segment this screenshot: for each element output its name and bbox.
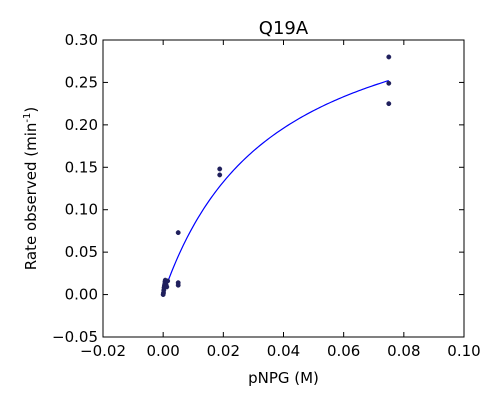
x-tick-label: 0.00 xyxy=(146,342,179,360)
data-point xyxy=(386,80,392,86)
plot-frame xyxy=(102,39,465,338)
fit-layer xyxy=(164,79,389,291)
y-tick-label: 0.20 xyxy=(65,116,98,134)
y-tick-label: 0.15 xyxy=(65,158,98,176)
x-tick-label: 0.02 xyxy=(207,342,240,360)
data-point xyxy=(217,166,223,172)
tick-labels-layer: −0.02 0.00 0.02 0.04 0.06 0.08 0.10 −0.05 0.00 0.… xyxy=(52,31,481,360)
y-axis-title: Rate observed (min-1) xyxy=(22,107,40,270)
y-tick-label: −0.05 xyxy=(52,328,98,346)
y-axis-title-end: ) xyxy=(22,107,40,113)
y-tick-label: 0.25 xyxy=(65,73,98,91)
data-point xyxy=(165,278,171,284)
points-layer xyxy=(160,54,392,298)
data-point xyxy=(164,284,170,290)
y-tick-label: 0.00 xyxy=(65,286,98,304)
chart-title: Q19A xyxy=(259,18,309,39)
data-point xyxy=(175,282,181,288)
fit-curve xyxy=(164,79,389,291)
data-point xyxy=(217,172,223,178)
y-axis-title-superscript: -1 xyxy=(22,113,33,123)
x-tick-label: 0.10 xyxy=(447,342,480,360)
data-point xyxy=(386,54,392,60)
x-tick-label: 0.04 xyxy=(267,342,300,360)
y-tick-label: 0.10 xyxy=(65,201,98,219)
data-point xyxy=(386,101,392,107)
x-tick-label: −0.02 xyxy=(80,342,126,360)
y-tick-label: 0.05 xyxy=(65,243,98,261)
y-tick-label: 0.30 xyxy=(65,31,98,49)
x-tick-label: 0.06 xyxy=(327,342,360,360)
y-axis-title-main: Rate observed (min xyxy=(22,123,40,271)
ticks-layer xyxy=(102,39,465,338)
x-axis-title: pNPG (M) xyxy=(248,369,319,387)
x-tick-label: 0.08 xyxy=(387,342,420,360)
data-point xyxy=(175,230,181,236)
